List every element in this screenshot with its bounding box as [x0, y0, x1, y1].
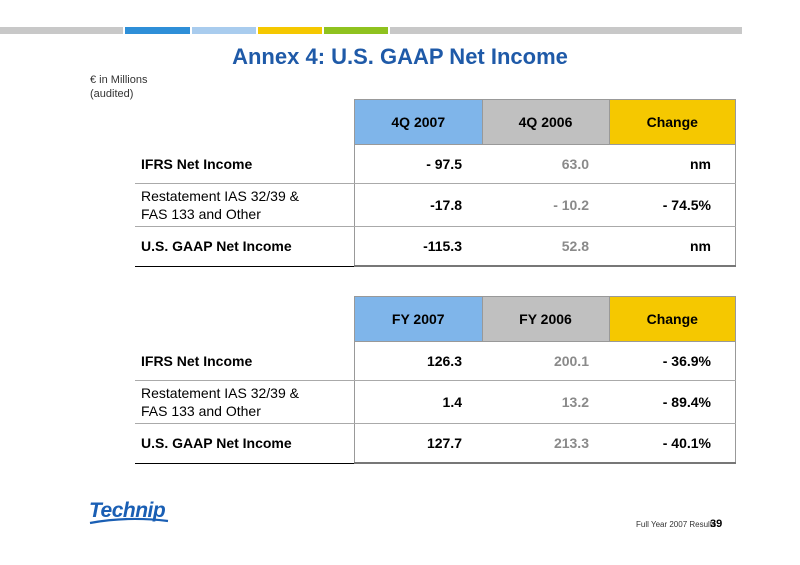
top-bar-segment-blue [125, 27, 190, 34]
cell-change: - 40.1% [609, 423, 736, 464]
footer-text: Full Year 2007 Results [636, 520, 717, 529]
header-col-4q2006: 4Q 2006 [481, 99, 610, 145]
table-row: Restatement IAS 32/39 & FAS 133 and Othe… [135, 380, 736, 424]
full-year-income-table: FY 2007 FY 2006 Change IFRS Net Income 1… [135, 296, 736, 464]
cell-change: - 74.5% [609, 183, 736, 227]
quarter-income-table: 4Q 2007 4Q 2006 Change IFRS Net Income -… [135, 99, 736, 267]
table-row: U.S. GAAP Net Income 127.7 213.3 - 40.1% [135, 423, 736, 464]
cell-4q2007: -115.3 [354, 226, 482, 267]
header-col-fy2007: FY 2007 [354, 296, 483, 342]
cell-fy2007: 1.4 [354, 380, 482, 424]
page-title: Annex 4: U.S. GAAP Net Income [232, 44, 568, 69]
cell-fy2006: 13.2 [482, 380, 609, 424]
cell-fy2007: 127.7 [354, 423, 482, 464]
row-label: IFRS Net Income [135, 341, 355, 381]
cell-4q2006: - 10.2 [482, 183, 609, 227]
cell-fy2007: 126.3 [354, 341, 482, 381]
cell-4q2007: - 97.5 [354, 144, 482, 184]
cell-4q2006: 63.0 [482, 144, 609, 184]
row-label-line-2: FAS 133 and Other [141, 403, 261, 419]
header-col-4q2007: 4Q 2007 [354, 99, 483, 145]
cell-fy2006: 213.3 [482, 423, 609, 464]
header-col-fy2006: FY 2006 [481, 296, 610, 342]
cell-change: nm [609, 144, 736, 184]
header-col-change: Change [608, 99, 736, 145]
row-label-line-1: Restatement IAS 32/39 & [141, 188, 299, 204]
top-bar-segment-grey-left [0, 27, 123, 34]
header-col-change: Change [608, 296, 736, 342]
table-row: IFRS Net Income 126.3 200.1 - 36.9% [135, 341, 736, 381]
top-bar-segment-green [324, 27, 388, 34]
table-header-row: 4Q 2007 4Q 2006 Change [135, 99, 736, 145]
row-label: U.S. GAAP Net Income [135, 226, 355, 267]
cell-change: - 89.4% [609, 380, 736, 424]
logo-swoosh [89, 517, 169, 525]
table-row: U.S. GAAP Net Income -115.3 52.8 nm [135, 226, 736, 267]
page-number: 39 [710, 518, 723, 530]
row-label: Restatement IAS 32/39 & FAS 133 and Othe… [135, 183, 355, 227]
top-bar-segment-yellow [258, 27, 322, 34]
cell-4q2006: 52.8 [482, 226, 609, 267]
cell-fy2006: 200.1 [482, 341, 609, 381]
row-label: IFRS Net Income [135, 144, 355, 184]
units-line-1: € in Millions [90, 74, 148, 86]
table-header-row: FY 2007 FY 2006 Change [135, 296, 736, 342]
top-bar-segment-light-blue [192, 27, 256, 34]
units-note: € in Millions (audited) [90, 73, 147, 101]
row-label: Restatement IAS 32/39 & FAS 133 and Othe… [135, 380, 355, 424]
row-label: U.S. GAAP Net Income [135, 423, 355, 464]
top-bar-segment-grey-right [390, 27, 742, 34]
table-row: IFRS Net Income - 97.5 63.0 nm [135, 144, 736, 184]
header-blank [135, 100, 355, 145]
table-row: Restatement IAS 32/39 & FAS 133 and Othe… [135, 183, 736, 227]
logo-wordmark: Technip [89, 499, 166, 522]
cell-4q2007: -17.8 [354, 183, 482, 227]
units-line-2: (audited) [90, 88, 134, 100]
cell-change: - 36.9% [609, 341, 736, 381]
row-label-line-1: Restatement IAS 32/39 & [141, 385, 299, 401]
row-label-line-2: FAS 133 and Other [141, 206, 261, 222]
technip-logo: Technip [89, 499, 169, 525]
header-blank [135, 297, 355, 342]
cell-change: nm [609, 226, 736, 267]
